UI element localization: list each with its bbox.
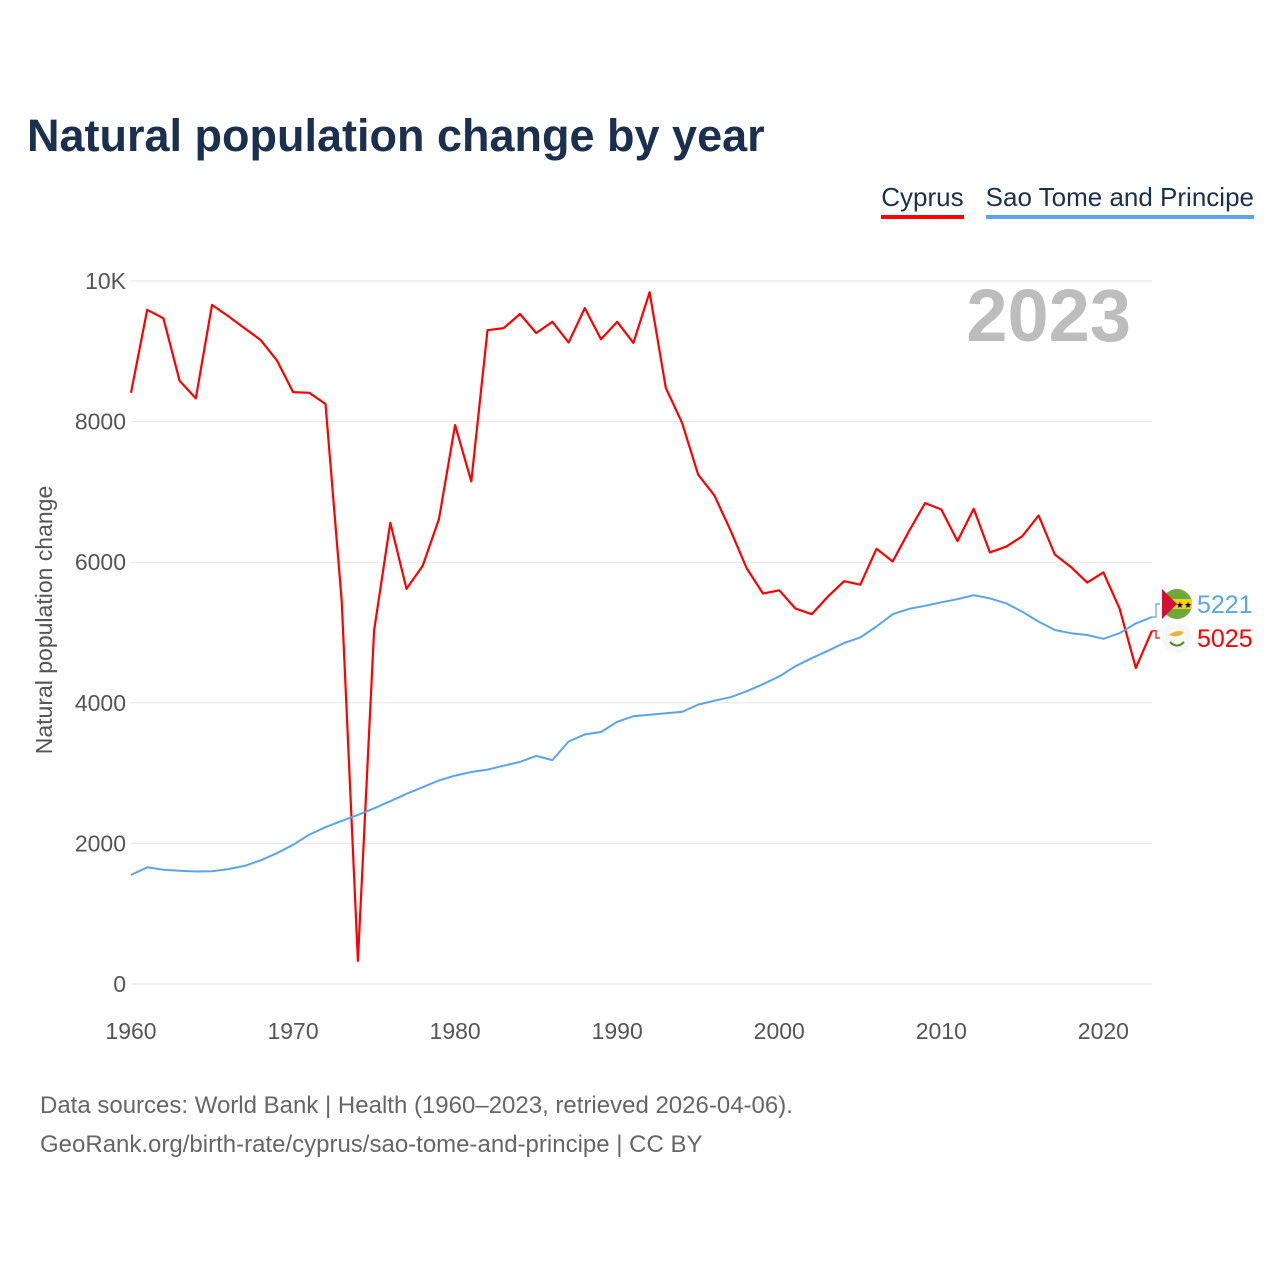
legend: Cyprus Sao Tome and Principe [881, 182, 1254, 219]
legend-item-cyprus[interactable]: Cyprus [881, 182, 964, 219]
y-tick-label: 8000 [75, 409, 126, 435]
y-tick-label: 6000 [75, 549, 126, 575]
y-tick-label: 4000 [75, 690, 126, 716]
y-axis-label: Natural population change [31, 486, 57, 755]
data-source-note: Data sources: World Bank | Health (1960–… [40, 1092, 793, 1119]
x-tick-label: 2000 [754, 1018, 805, 1044]
end-value-label: 5025 [1197, 625, 1253, 653]
series-line-sao-tome-and-principe [130, 594, 1153, 876]
end-value-label: 5221 [1197, 591, 1253, 619]
end-label-connector [1152, 630, 1160, 639]
end-label-connector [1152, 603, 1160, 618]
legend-item-sao-tome-and-principe[interactable]: Sao Tome and Principe [985, 182, 1254, 219]
source-link[interactable]: GeoRank.org/birth-rate/cyprus/sao-tome-a… [40, 1131, 703, 1158]
sao-tome-flag-icon: ★★ [1162, 589, 1192, 619]
x-tick-label: 1960 [105, 1018, 156, 1044]
svg-text:★★: ★★ [1176, 600, 1192, 610]
chart-title: Natural population change by year [27, 110, 765, 161]
x-tick-label: 2020 [1078, 1018, 1129, 1044]
y-tick-label: 2000 [75, 830, 126, 856]
x-tick-label: 1990 [592, 1018, 643, 1044]
y-tick-label: 10K [85, 268, 127, 294]
footer: Data sources: World Bank | Health (1960–… [40, 1086, 793, 1164]
year-watermark: 2023 [966, 274, 1131, 357]
x-tick-label: 1980 [430, 1018, 481, 1044]
x-tick-label: 1970 [267, 1018, 318, 1044]
x-tick-label: 2010 [916, 1018, 967, 1044]
series-line-cyprus [129, 291, 1154, 962]
y-tick-label: 0 [113, 971, 126, 997]
cyprus-flag-icon [1162, 623, 1192, 653]
